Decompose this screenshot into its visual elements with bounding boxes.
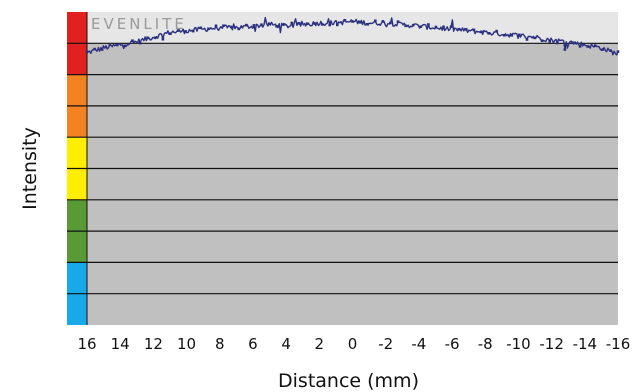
series-point: [146, 36, 149, 40]
series-point: [510, 34, 514, 37]
x-tick-label: -14: [573, 335, 598, 353]
series-point: [336, 23, 339, 27]
x-tick-label: -4: [411, 335, 426, 353]
series-point: [298, 22, 301, 25]
x-tick-label: 10: [177, 335, 196, 353]
x-tick-label: 4: [281, 335, 291, 353]
series-point: [571, 41, 574, 44]
series-point: [191, 29, 195, 33]
series-point: [609, 49, 612, 52]
series-point: [154, 36, 157, 40]
x-tick-label: -16: [606, 335, 631, 353]
series-point: [381, 20, 385, 23]
series-point: [282, 23, 286, 26]
series-point: [389, 21, 392, 25]
series-point: [593, 44, 597, 47]
x-tick-label: 12: [144, 335, 163, 353]
series-point: [374, 19, 377, 23]
series-point: [176, 29, 180, 32]
series-point: [465, 28, 468, 31]
series-point: [404, 24, 407, 28]
series-point: [85, 50, 89, 54]
series-point: [495, 29, 498, 33]
series-point: [184, 30, 187, 33]
series-point: [123, 44, 127, 48]
series-point: [533, 36, 536, 40]
series-point: [290, 21, 294, 25]
series-point: [563, 48, 567, 51]
series-point: [434, 25, 438, 29]
series-point: [578, 45, 582, 48]
series-point: [320, 23, 324, 26]
series-point: [138, 41, 142, 45]
series-point: [100, 48, 104, 51]
upper-band: [87, 12, 618, 44]
series-point: [245, 23, 248, 27]
series-point: [108, 43, 112, 46]
series-point: [305, 22, 309, 25]
series-point: [396, 20, 400, 23]
series-point: [556, 41, 559, 45]
x-tick-labels: 16 14 12 10 8 6 4 2 0 -2 -4 -6 -8 -10 -12 -14 -16: [77, 335, 630, 353]
series-point: [525, 38, 529, 41]
series-point: [419, 25, 423, 28]
series-point: [313, 22, 316, 25]
series-group: [85, 16, 620, 56]
series-point: [480, 30, 483, 34]
x-tick-label: -2: [378, 335, 393, 353]
series-point: [411, 23, 415, 27]
series-point: [207, 27, 210, 31]
series-point: [366, 23, 369, 26]
x-tick-label: 16: [77, 335, 96, 353]
brand-label: EVENLITE: [91, 15, 187, 33]
series-point: [328, 23, 331, 27]
series-point: [275, 25, 278, 28]
series-point: [199, 26, 203, 30]
series-point: [540, 39, 544, 42]
series-point: [472, 28, 476, 32]
x-tick-label: -12: [539, 335, 564, 353]
series-point: [442, 25, 445, 29]
x-tick-label: 0: [348, 335, 358, 353]
series-point: [358, 21, 362, 24]
x-tick-label: -6: [445, 335, 460, 353]
series-point: [214, 24, 218, 28]
series-point: [252, 24, 256, 27]
series-point: [267, 22, 271, 25]
series-point: [351, 20, 354, 23]
x-tick-label: 14: [111, 335, 130, 353]
series-point: [131, 39, 134, 42]
series-point: [116, 43, 119, 47]
x-tick-label: 6: [248, 335, 258, 353]
x-tick-label: 2: [315, 335, 325, 353]
series-point: [449, 25, 453, 28]
x-tick-label: 8: [215, 335, 225, 353]
series-point: [237, 27, 240, 31]
series-point: [586, 45, 589, 48]
series-point: [601, 48, 605, 51]
series-point: [518, 33, 521, 37]
x-tick-label: -10: [506, 335, 531, 353]
series-point: [222, 24, 225, 27]
y-axis-label: Intensity: [19, 127, 41, 210]
series-point: [93, 47, 96, 51]
gridlines: [67, 12, 618, 325]
series-point: [343, 19, 347, 22]
series-point: [229, 25, 233, 29]
series-point: [457, 27, 460, 31]
series-point: [487, 32, 491, 35]
series-point: [260, 23, 263, 26]
series-point: [427, 23, 430, 26]
series-point: [502, 34, 506, 37]
x-tick-label: -8: [478, 335, 493, 353]
series-point: [548, 40, 551, 43]
series-point: [616, 50, 620, 53]
x-axis-label: Distance (mm): [278, 370, 419, 392]
series-point: [161, 37, 165, 41]
series-point: [169, 32, 172, 35]
